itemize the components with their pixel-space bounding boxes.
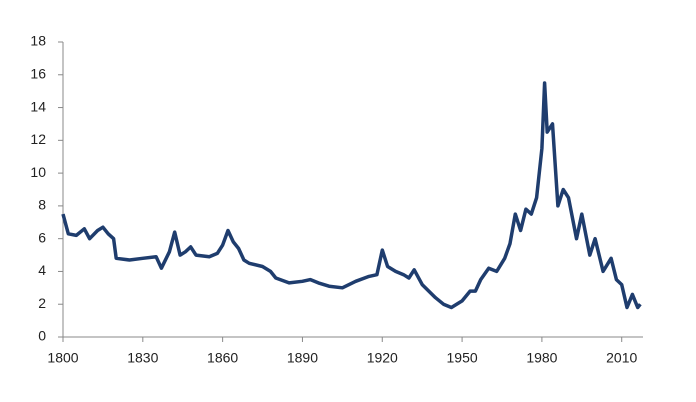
y-tick-label: 8 bbox=[38, 197, 46, 213]
x-tick-label: 2010 bbox=[606, 350, 637, 366]
y-tick-label: 6 bbox=[38, 229, 46, 245]
x-tick-label: 1920 bbox=[367, 350, 398, 366]
x-tick-label: 1890 bbox=[287, 350, 318, 366]
series-line bbox=[61, 81, 642, 310]
x-tick-label: 1950 bbox=[447, 350, 478, 366]
y-tick-label: 4 bbox=[38, 262, 46, 278]
y-tick-label: 10 bbox=[30, 164, 46, 180]
x-tick-label: 1830 bbox=[127, 350, 158, 366]
x-tick-label: 1800 bbox=[47, 350, 78, 366]
y-tick-label: 2 bbox=[38, 295, 46, 311]
x-tick-label: 1980 bbox=[526, 350, 557, 366]
y-tick-label: 16 bbox=[30, 65, 46, 81]
y-tick-label: 12 bbox=[30, 131, 46, 147]
x-tick-label: 1860 bbox=[207, 350, 238, 366]
y-tick-label: 18 bbox=[30, 33, 46, 49]
y-tick-label: 0 bbox=[38, 328, 46, 344]
y-tick-label: 14 bbox=[30, 98, 46, 114]
